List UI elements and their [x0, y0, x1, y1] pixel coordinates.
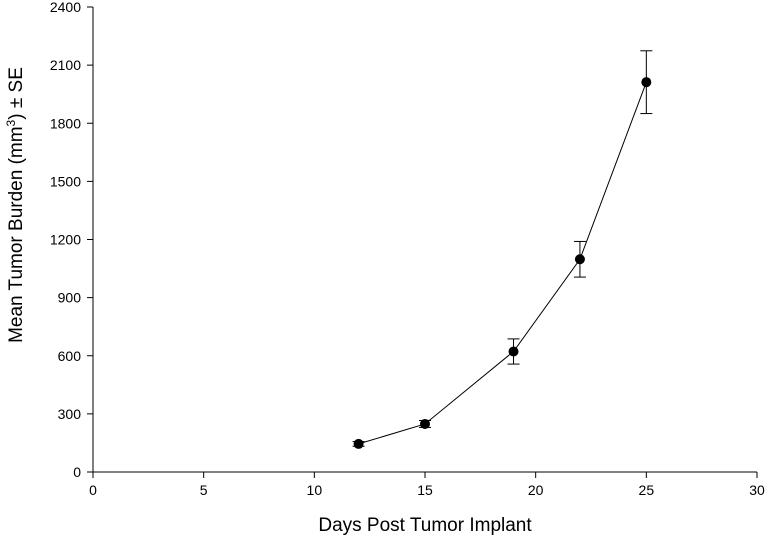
y-tick-label: 1200 [50, 232, 81, 248]
x-tick-label: 30 [749, 482, 765, 498]
series-group [352, 50, 653, 449]
y-axis-title-suffix: ) ± SE [6, 67, 27, 120]
data-point [353, 438, 364, 449]
y-axis-title-superscript: 3 [4, 119, 18, 126]
x-tick-label: 20 [528, 482, 544, 498]
axes [92, 7, 757, 473]
series-line [358, 81, 647, 445]
data-point [641, 77, 652, 88]
x-axis-title: Days Post Tumor Implant [318, 515, 532, 536]
x-axis-ticks: 0 5 10 15 20 25 30 [89, 472, 765, 498]
x-tick-label: 15 [417, 482, 433, 498]
data-point [420, 418, 430, 429]
y-axis-title-prefix: Mean Tumor Burden (mm [6, 126, 27, 342]
y-tick-label: 300 [58, 406, 82, 422]
y-tick-label: 600 [58, 348, 82, 364]
data-point [508, 346, 519, 357]
x-tick-label: 0 [89, 482, 97, 498]
y-tick-label: 0 [73, 464, 81, 480]
data-point [574, 254, 585, 265]
x-tick-label: 5 [200, 482, 208, 498]
y-axis-ticks: 0 300 600 900 1200 1500 1800 2100 2400 [50, 0, 93, 480]
x-tick-label: 10 [307, 482, 323, 498]
y-tick-label: 1500 [50, 173, 81, 189]
y-tick-label: 1800 [50, 115, 81, 131]
x-tick-label: 25 [639, 482, 655, 498]
y-tick-label: 2400 [50, 0, 81, 15]
y-tick-label: 900 [58, 290, 82, 306]
y-tick-label: 2100 [50, 57, 81, 73]
y-axis-title: Mean Tumor Burden (mm3) ± SE [4, 67, 27, 343]
